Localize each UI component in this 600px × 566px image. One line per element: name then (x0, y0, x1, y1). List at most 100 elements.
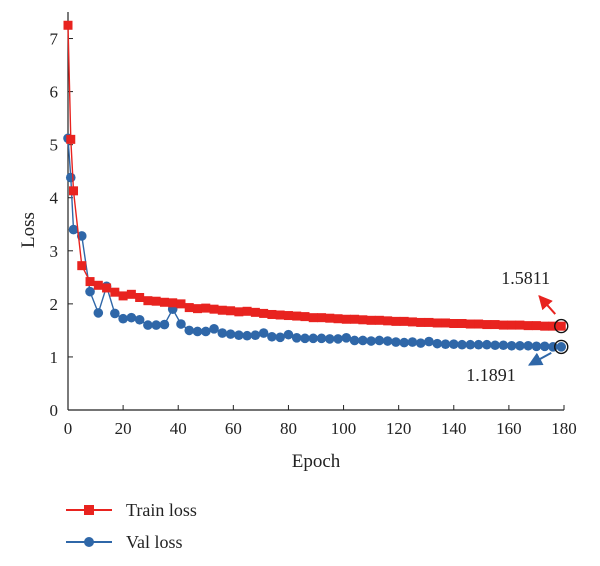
x-axis-title: Epoch (292, 451, 341, 472)
data-point (118, 313, 128, 324)
data-point (209, 324, 219, 334)
data-point (556, 321, 566, 331)
data-point (448, 339, 459, 349)
data-point (242, 330, 252, 341)
data-point (490, 340, 500, 351)
data-point (399, 337, 409, 348)
data-point (482, 320, 492, 330)
data-point (250, 307, 260, 317)
data-point (556, 342, 567, 352)
data-point (283, 329, 294, 340)
data-point (383, 316, 393, 326)
legend-swatch-train (66, 502, 112, 518)
data-point (68, 224, 79, 235)
legend-item-train: Train loss (66, 494, 197, 526)
data-point (498, 340, 509, 351)
x-tick-label: 80 (280, 419, 297, 438)
axes: 0 1 2 3 4 5 6 7 0 20 40 60 80 100 120 140 160 180 (50, 12, 577, 438)
data-point (540, 321, 550, 331)
data-point (267, 309, 277, 319)
data-point (374, 335, 385, 346)
data-point (110, 308, 120, 319)
y-axis-title: Loss (18, 212, 39, 248)
y-tick-label: 3 (50, 242, 59, 261)
data-point (424, 317, 434, 327)
data-point (151, 296, 161, 306)
data-point (523, 321, 533, 331)
data-point (349, 335, 360, 346)
data-point (391, 316, 401, 326)
legend-label-train: Train loss (126, 499, 197, 520)
x-tick-label: 100 (331, 419, 357, 438)
data-point (416, 317, 426, 327)
data-point (399, 316, 409, 326)
data-point (473, 339, 484, 350)
data-point (474, 319, 484, 329)
data-point (151, 320, 161, 330)
data-point (69, 186, 79, 196)
data-point (209, 304, 219, 314)
data-point (498, 320, 508, 330)
data-point (415, 338, 426, 348)
data-point (192, 326, 203, 337)
data-point (126, 312, 137, 323)
data-point (506, 340, 517, 351)
data-point (159, 297, 169, 307)
x-tick-label: 160 (496, 419, 522, 438)
y-tick-label: 0 (50, 401, 59, 420)
data-point (225, 329, 236, 339)
y-tick-label: 6 (50, 83, 59, 102)
data-point (184, 325, 195, 336)
data-point (176, 319, 186, 329)
data-point (449, 319, 459, 329)
data-point (159, 319, 170, 330)
data-point (292, 311, 302, 321)
data-point (465, 339, 476, 350)
data-point (308, 333, 319, 344)
data-point (324, 334, 335, 344)
data-point (465, 319, 475, 329)
data-point (234, 330, 244, 340)
x-tick-label: 20 (115, 419, 132, 438)
annotation-arrow (528, 352, 552, 366)
data-point (193, 304, 203, 314)
x-tick-label: 0 (64, 419, 73, 438)
data-point (291, 333, 302, 343)
data-point (317, 313, 327, 323)
data-point (300, 312, 310, 322)
data-point (407, 317, 417, 327)
data-point (110, 287, 120, 297)
data-point (259, 308, 269, 318)
data-point (531, 341, 542, 352)
data-point (65, 172, 76, 183)
data-point (258, 328, 269, 338)
data-point (366, 336, 376, 346)
data-point (440, 339, 451, 349)
series-val (63, 133, 567, 352)
data-point (374, 315, 384, 325)
data-point (333, 334, 343, 344)
data-point (143, 296, 153, 306)
y-tick-label: 2 (50, 295, 59, 314)
series-layer (63, 20, 567, 352)
x-tick-label: 60 (225, 419, 242, 438)
highlight-ring (554, 318, 569, 334)
data-point (358, 335, 368, 346)
data-point (217, 328, 228, 338)
data-point (341, 314, 351, 324)
data-point (548, 321, 558, 331)
data-point (275, 310, 285, 320)
data-point (341, 333, 352, 343)
data-point (93, 308, 104, 318)
y-tick-label: 5 (50, 136, 59, 155)
data-point (350, 314, 360, 324)
legend-swatch-val (66, 534, 112, 550)
x-tick-label: 180 (551, 419, 577, 438)
annotation-arrow (538, 295, 556, 315)
data-point (316, 333, 327, 344)
data-point (200, 326, 211, 337)
data-point (300, 333, 310, 344)
data-point (515, 340, 525, 351)
data-point (407, 337, 418, 347)
annotation-layer: 1.5811 1.1891 (466, 268, 569, 385)
